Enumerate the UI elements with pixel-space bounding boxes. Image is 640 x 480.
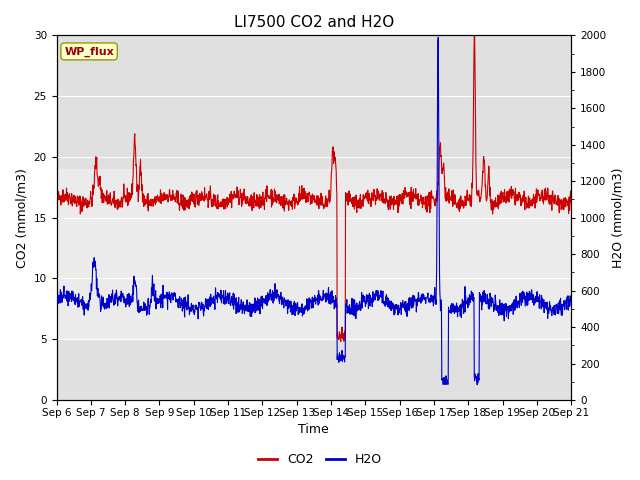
Y-axis label: H2O (mmol/m3): H2O (mmol/m3) [612,168,625,268]
X-axis label: Time: Time [298,423,329,436]
Title: LI7500 CO2 and H2O: LI7500 CO2 and H2O [234,15,394,30]
Bar [56,169,571,339]
Legend: CO2, H2O: CO2, H2O [253,448,387,471]
Y-axis label: CO2 (mmol/m3): CO2 (mmol/m3) [15,168,28,268]
Text: WP_flux: WP_flux [64,46,114,57]
